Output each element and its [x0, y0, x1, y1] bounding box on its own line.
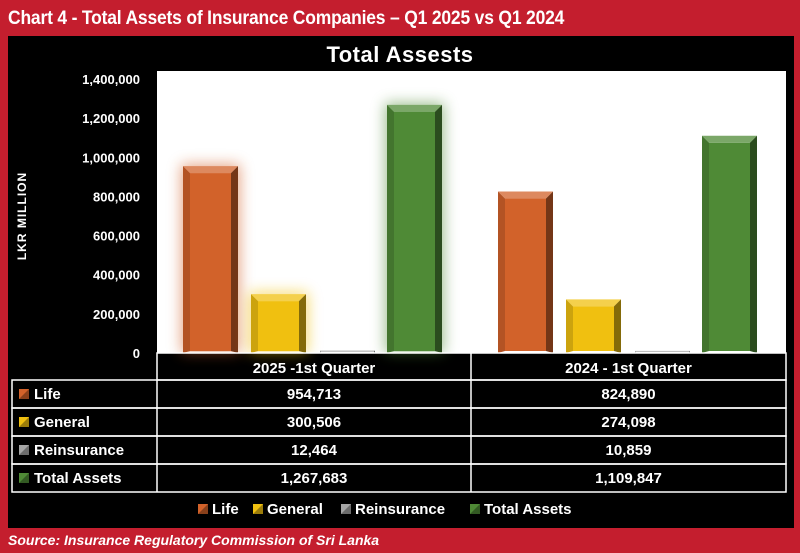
- category-label-2025: 2025 -1st Quarter: [253, 360, 376, 377]
- bar-bevel-left: [251, 294, 258, 353]
- bar-bevel-right: [435, 104, 442, 353]
- y-tick-label: 0: [133, 346, 140, 361]
- bar-bevel-right: [750, 135, 757, 353]
- source-note: Source: Insurance Regulatory Commission …: [8, 532, 380, 548]
- bar-bevel-right: [546, 191, 553, 353]
- legend-key-shade: [341, 504, 351, 514]
- table-series-label: Total Assets: [34, 470, 122, 487]
- bar-bevel-right: [614, 299, 621, 353]
- legend-item-life: Life: [212, 501, 239, 518]
- data-label: 12,464: [291, 442, 338, 459]
- y-tick-label: 1,200,000: [82, 111, 140, 126]
- data-label: 954,713: [287, 386, 341, 403]
- table-row-border: [11, 435, 787, 465]
- table-series-label: Reinsurance: [34, 442, 124, 459]
- legend-key-shade: [470, 504, 480, 514]
- bar-life-2025: [190, 173, 231, 351]
- table-legend-key-shade: [19, 417, 29, 427]
- table-row-border: [11, 407, 787, 437]
- y-axis-label: LKR MILLION: [15, 172, 29, 260]
- bar-general-2024: [573, 306, 614, 351]
- table-series-label: General: [34, 414, 90, 431]
- bar-bevel-left: [566, 299, 573, 353]
- page-title: Chart 4 - Total Assets of Insurance Comp…: [8, 8, 565, 29]
- y-tick-label: 600,000: [93, 229, 140, 244]
- bar-bevel-left: [183, 166, 190, 353]
- bar-general-2025: [258, 301, 299, 351]
- legend-key-shade: [253, 504, 263, 514]
- bar-total-assets-2024: [709, 142, 750, 351]
- bar-bevel-top: [498, 191, 553, 199]
- data-label: 1,267,683: [281, 470, 348, 487]
- bar-bevel-top: [566, 299, 621, 307]
- legend-key-shade: [198, 504, 208, 514]
- y-tick-label: 1,400,000: [82, 72, 140, 87]
- category-label-2024: 2024 - 1st Quarter: [565, 360, 692, 377]
- y-tick-label: 400,000: [93, 268, 140, 283]
- legend-item-general: General: [267, 501, 323, 518]
- table-legend-key-shade: [19, 445, 29, 455]
- table-legend-key-shade: [19, 473, 29, 483]
- table-row-border: [11, 379, 787, 409]
- bar-bevel-left: [387, 104, 394, 353]
- data-label: 274,098: [601, 414, 655, 431]
- bar-bevel-left: [702, 135, 709, 353]
- bar-bevel-right: [299, 294, 306, 353]
- bar-bevel-left: [498, 191, 505, 353]
- data-label: 300,506: [287, 414, 341, 431]
- bar-life-2024: [505, 198, 546, 351]
- y-tick-label: 1,000,000: [82, 150, 140, 165]
- bar-bevel-right: [231, 166, 238, 353]
- bar-bevel-top: [387, 104, 442, 112]
- data-label: 1,109,847: [595, 470, 662, 487]
- data-label: 10,859: [606, 442, 652, 459]
- bar-bevel-top: [320, 350, 375, 352]
- table-legend-key-shade: [19, 389, 29, 399]
- data-label: 824,890: [601, 386, 655, 403]
- y-tick-label: 800,000: [93, 189, 140, 204]
- legend-item-total-assets: Total Assets: [484, 501, 572, 518]
- table-row-border: [11, 463, 787, 493]
- bar-total-assets-2025: [394, 111, 435, 351]
- bar-bevel-top: [635, 350, 690, 352]
- bar-bevel-top: [702, 135, 757, 143]
- bar-bevel-top: [183, 166, 238, 174]
- table-series-label: Life: [34, 386, 61, 403]
- chart-title: Total Assests: [326, 42, 473, 67]
- bar-bevel-top: [251, 294, 306, 302]
- y-tick-label: 200,000: [93, 307, 140, 322]
- legend-item-reinsurance: Reinsurance: [355, 501, 445, 518]
